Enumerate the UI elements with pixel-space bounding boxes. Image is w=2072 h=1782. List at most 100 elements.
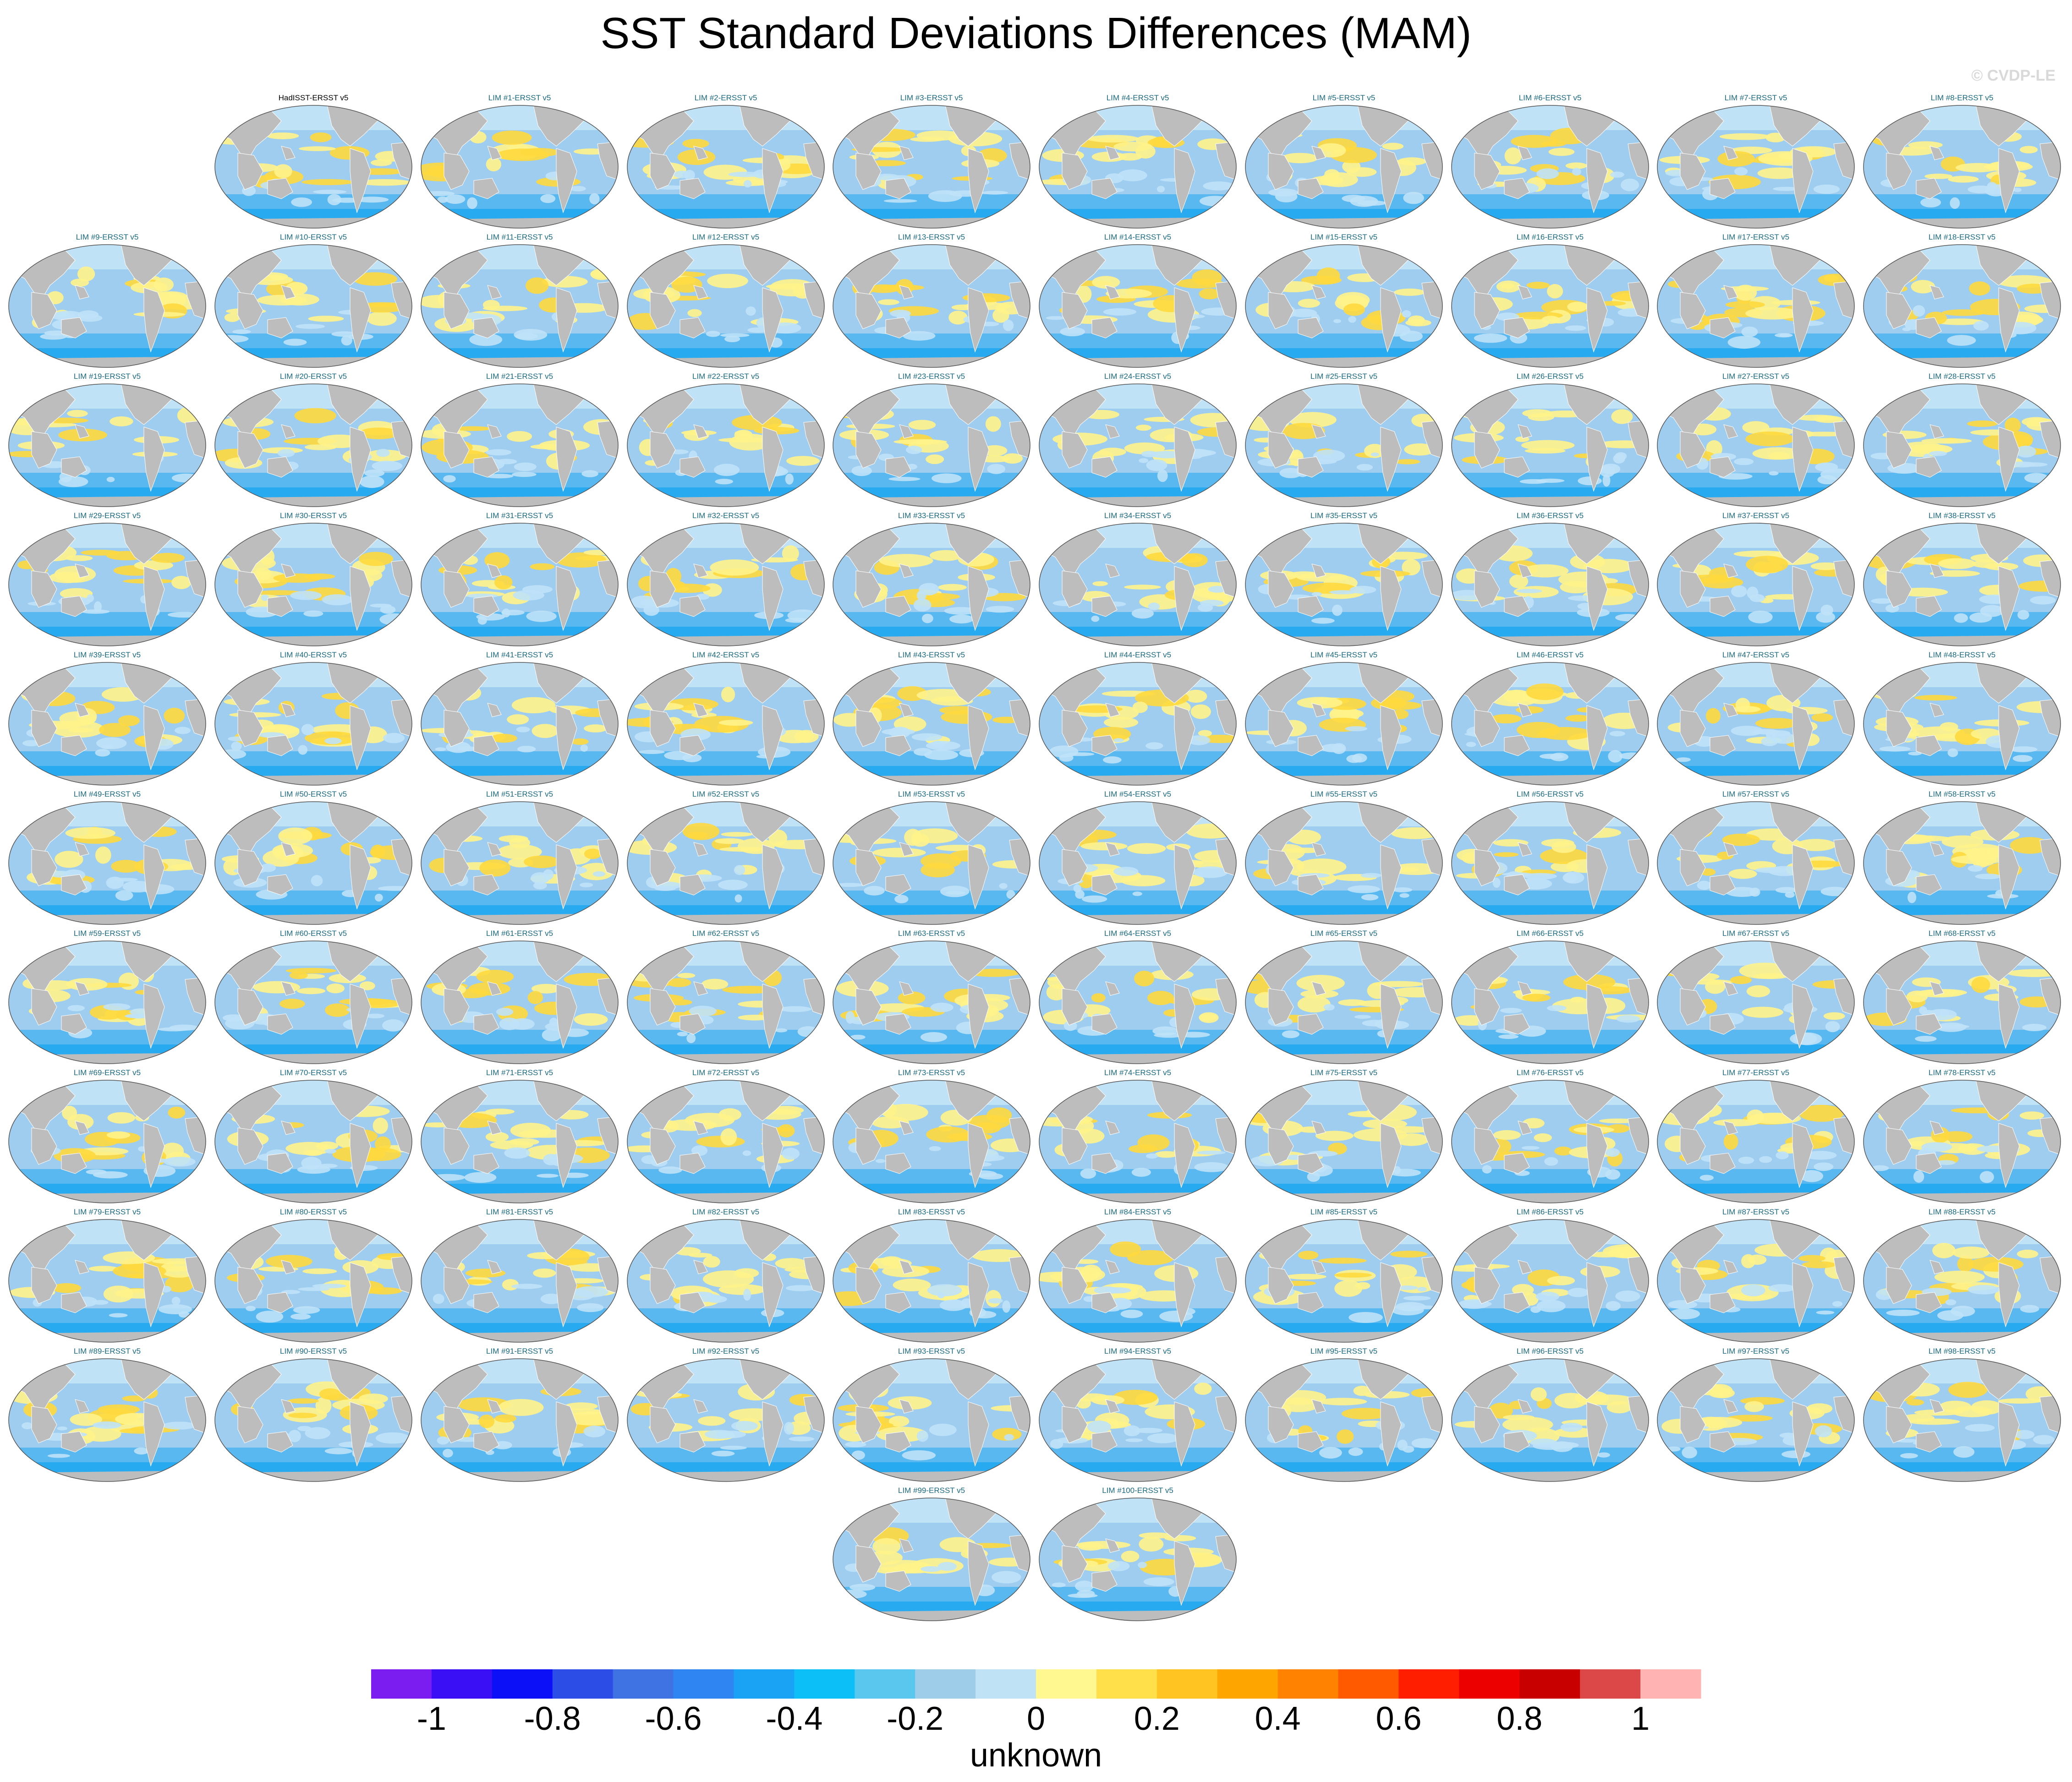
- map-panel-title: LIM #58-ERSST v5: [1928, 790, 1996, 798]
- map-panel: LIM #34-ERSST v5: [1037, 511, 1239, 649]
- map-panel-title: LIM #46-ERSST v5: [1516, 650, 1584, 659]
- map-panel: LIM #51-ERSST v5: [419, 790, 620, 927]
- map-panel-image: [421, 1358, 619, 1482]
- map-panel: LIM #11-ERSST v5: [419, 233, 620, 370]
- map-panel-image: [1657, 1358, 1855, 1482]
- map-panel: LIM #36-ERSST v5: [1449, 511, 1651, 649]
- map-panel-title: LIM #21-ERSST v5: [486, 372, 554, 381]
- colorbar-tick-label: -1: [417, 1700, 446, 1737]
- map-panel: LIM #91-ERSST v5: [419, 1347, 620, 1484]
- map-panel: LIM #57-ERSST v5: [1655, 790, 1857, 927]
- map-panel: LIM #95-ERSST v5: [1243, 1347, 1445, 1484]
- colorbar-tick-label: 0.8: [1496, 1700, 1543, 1737]
- map-panel: LIM #48-ERSST v5: [1861, 650, 2063, 788]
- map-panel-title: LIM #4-ERSST v5: [1106, 93, 1169, 102]
- map-panel-image: [214, 523, 412, 646]
- map-panel-image: [1863, 523, 2061, 646]
- map-panel: LIM #98-ERSST v5: [1861, 1347, 2063, 1484]
- map-panel-title: LIM #43-ERSST v5: [898, 650, 965, 659]
- map-panel: LIM #15-ERSST v5: [1243, 233, 1445, 370]
- map-panel-title: LIM #81-ERSST v5: [486, 1208, 554, 1216]
- map-panel-title: LIM #74-ERSST v5: [1104, 1068, 1172, 1077]
- colorbar-bin: [1580, 1669, 1641, 1699]
- map-panel-image: [1657, 662, 1855, 786]
- colorbar-tick-label: 0.2: [1134, 1700, 1180, 1737]
- colorbar-bin: [1157, 1669, 1218, 1699]
- map-panel: LIM #97-ERSST v5: [1655, 1347, 1857, 1484]
- map-panel-title: LIM #12-ERSST v5: [692, 233, 760, 241]
- map-panel: LIM #92-ERSST v5: [625, 1347, 827, 1484]
- map-panel-image: [627, 1358, 825, 1482]
- map-panel-title: LIM #55-ERSST v5: [1310, 790, 1378, 798]
- map-panel: LIM #53-ERSST v5: [831, 790, 1032, 927]
- map-panel-image: [1451, 383, 1649, 507]
- map-panel: LIM #80-ERSST v5: [213, 1208, 414, 1345]
- colorbar-bin: [855, 1669, 915, 1699]
- map-panel-image: [8, 523, 206, 646]
- map-panel-title: LIM #75-ERSST v5: [1310, 1068, 1378, 1077]
- map-panel-title: LIM #79-ERSST v5: [73, 1208, 141, 1216]
- map-panel: LIM #19-ERSST v5: [6, 372, 208, 509]
- map-panel-title: LIM #45-ERSST v5: [1310, 650, 1378, 659]
- map-panel-image: [1245, 662, 1443, 786]
- map-panel: LIM #78-ERSST v5: [1861, 1068, 2063, 1206]
- map-panel-image: [1451, 105, 1649, 229]
- map-panel-image: [214, 940, 412, 1064]
- map-panel-image: [1039, 940, 1237, 1064]
- colorbar-bin: [915, 1669, 976, 1699]
- map-panel-title: LIM #22-ERSST v5: [692, 372, 760, 381]
- map-panel-image: [421, 1080, 619, 1203]
- map-panel-image: [214, 1358, 412, 1482]
- map-panel-title: LIM #32-ERSST v5: [692, 511, 760, 520]
- map-panel: LIM #20-ERSST v5: [213, 372, 414, 509]
- map-panel-title: LIM #9-ERSST v5: [76, 233, 139, 241]
- map-panel: LIM #85-ERSST v5: [1243, 1208, 1445, 1345]
- map-panel: LIM #70-ERSST v5: [213, 1068, 414, 1206]
- map-panel-image: [1657, 1080, 1855, 1203]
- map-panel-image: [1245, 105, 1443, 229]
- map-panel: LIM #96-ERSST v5: [1449, 1347, 1651, 1484]
- map-panel-title: LIM #85-ERSST v5: [1310, 1208, 1378, 1216]
- map-panel: LIM #83-ERSST v5: [831, 1208, 1032, 1345]
- map-panel-image: [1245, 801, 1443, 925]
- colorbar-bin: [1519, 1669, 1580, 1699]
- map-panel: LIM #52-ERSST v5: [625, 790, 827, 927]
- colorbar-bin: [1640, 1669, 1701, 1699]
- colorbar-bin: [1036, 1669, 1097, 1699]
- map-panel-image: [833, 1219, 1031, 1343]
- map-panel-image: [8, 1358, 206, 1482]
- map-panel: LIM #14-ERSST v5: [1037, 233, 1239, 370]
- colorbar-tick-label: -0.2: [887, 1700, 944, 1737]
- map-panel-title: LIM #23-ERSST v5: [898, 372, 965, 381]
- map-panel-image: [833, 801, 1031, 925]
- map-panel: LIM #16-ERSST v5: [1449, 233, 1651, 370]
- map-panel: LIM #68-ERSST v5: [1861, 929, 2063, 1066]
- map-panel-image: [421, 1219, 619, 1343]
- map-panel-title: LIM #30-ERSST v5: [280, 511, 347, 520]
- map-panel-image: [1451, 940, 1649, 1064]
- map-panel: LIM #73-ERSST v5: [831, 1068, 1032, 1206]
- map-panel-image: [627, 383, 825, 507]
- map-panel-title: LIM #18-ERSST v5: [1928, 233, 1996, 241]
- map-panel-title: LIM #2-ERSST v5: [694, 93, 757, 102]
- map-panel-image: [1245, 383, 1443, 507]
- map-panel-image: [1245, 940, 1443, 1064]
- map-panel-title: LIM #7-ERSST v5: [1724, 93, 1787, 102]
- map-panel-title: LIM #77-ERSST v5: [1722, 1068, 1790, 1077]
- map-panel: LIM #38-ERSST v5: [1861, 511, 2063, 649]
- map-panel: LIM #69-ERSST v5: [6, 1068, 208, 1206]
- map-panel-title: LIM #44-ERSST v5: [1104, 650, 1172, 659]
- map-panel-title: LIM #24-ERSST v5: [1104, 372, 1172, 381]
- map-panel: LIM #13-ERSST v5: [831, 233, 1032, 370]
- map-panel: LIM #27-ERSST v5: [1655, 372, 1857, 509]
- map-panel-image: [214, 383, 412, 507]
- map-panel-image: [1245, 523, 1443, 646]
- map-panel: LIM #26-ERSST v5: [1449, 372, 1651, 509]
- map-panel-title: LIM #90-ERSST v5: [280, 1347, 347, 1356]
- map-panel: LIM #18-ERSST v5: [1861, 233, 2063, 370]
- map-panel-title: LIM #91-ERSST v5: [486, 1347, 554, 1356]
- map-panel-image: [1657, 801, 1855, 925]
- map-panel-image: [1863, 105, 2061, 229]
